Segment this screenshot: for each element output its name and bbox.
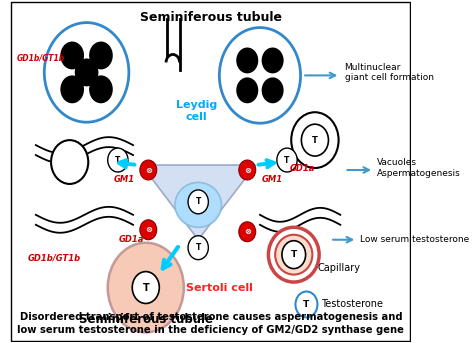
Ellipse shape xyxy=(275,235,312,275)
Circle shape xyxy=(132,272,159,304)
Circle shape xyxy=(291,112,338,168)
Circle shape xyxy=(219,27,301,123)
Text: T: T xyxy=(115,155,120,165)
Circle shape xyxy=(44,23,129,122)
Text: Seminiferous tubule: Seminiferous tubule xyxy=(140,11,282,24)
Ellipse shape xyxy=(140,160,157,180)
Circle shape xyxy=(89,42,113,69)
Text: Capillary: Capillary xyxy=(318,263,360,273)
Text: GD1a: GD1a xyxy=(118,235,144,244)
Ellipse shape xyxy=(140,220,157,240)
Circle shape xyxy=(89,75,113,103)
Ellipse shape xyxy=(268,227,319,282)
Text: Seminiferous tubule: Seminiferous tubule xyxy=(79,313,213,326)
Circle shape xyxy=(282,241,306,269)
Text: GD1b/GT1b: GD1b/GT1b xyxy=(17,54,64,63)
Text: T: T xyxy=(312,135,318,145)
Text: Multinuclear
giant cell formation: Multinuclear giant cell formation xyxy=(345,63,434,82)
Circle shape xyxy=(60,75,84,103)
Circle shape xyxy=(51,140,88,184)
Text: ⊗: ⊗ xyxy=(145,225,152,234)
Circle shape xyxy=(188,236,209,260)
Text: T: T xyxy=(291,250,297,259)
Circle shape xyxy=(108,148,128,172)
Ellipse shape xyxy=(175,182,221,227)
Circle shape xyxy=(60,42,84,69)
Text: Disordered transport of testosterone causes aspermatogenesis and
low serum testo: Disordered transport of testosterone cau… xyxy=(18,312,404,335)
Text: Low serum testosterone: Low serum testosterone xyxy=(360,235,469,244)
Text: T: T xyxy=(284,155,290,165)
Text: GD1b/GT1b: GD1b/GT1b xyxy=(27,253,81,262)
Text: Leydig
cell: Leydig cell xyxy=(176,100,217,122)
Circle shape xyxy=(108,243,184,332)
Text: ⊗: ⊗ xyxy=(244,166,251,175)
Polygon shape xyxy=(142,165,255,240)
Text: T: T xyxy=(195,197,201,206)
Circle shape xyxy=(295,292,318,317)
Text: T: T xyxy=(195,243,201,252)
Ellipse shape xyxy=(239,222,255,242)
Text: Testosterone: Testosterone xyxy=(321,299,383,309)
Circle shape xyxy=(188,190,209,214)
Ellipse shape xyxy=(239,160,255,180)
Text: GM1: GM1 xyxy=(262,176,283,185)
Text: T: T xyxy=(303,300,310,309)
Circle shape xyxy=(262,47,283,73)
Text: ⊗: ⊗ xyxy=(145,166,152,175)
Text: ⊗: ⊗ xyxy=(244,227,251,236)
Text: T: T xyxy=(142,283,149,293)
Text: GM1: GM1 xyxy=(114,176,135,185)
Circle shape xyxy=(236,47,258,73)
Text: Vacuoles
Aspermatogenesis: Vacuoles Aspermatogenesis xyxy=(377,158,460,178)
Text: GD1a: GD1a xyxy=(290,164,315,173)
Circle shape xyxy=(262,78,283,103)
Circle shape xyxy=(75,58,99,86)
Circle shape xyxy=(236,78,258,103)
Text: Sertoli cell: Sertoli cell xyxy=(186,283,253,293)
Circle shape xyxy=(301,124,328,156)
Circle shape xyxy=(277,148,297,172)
